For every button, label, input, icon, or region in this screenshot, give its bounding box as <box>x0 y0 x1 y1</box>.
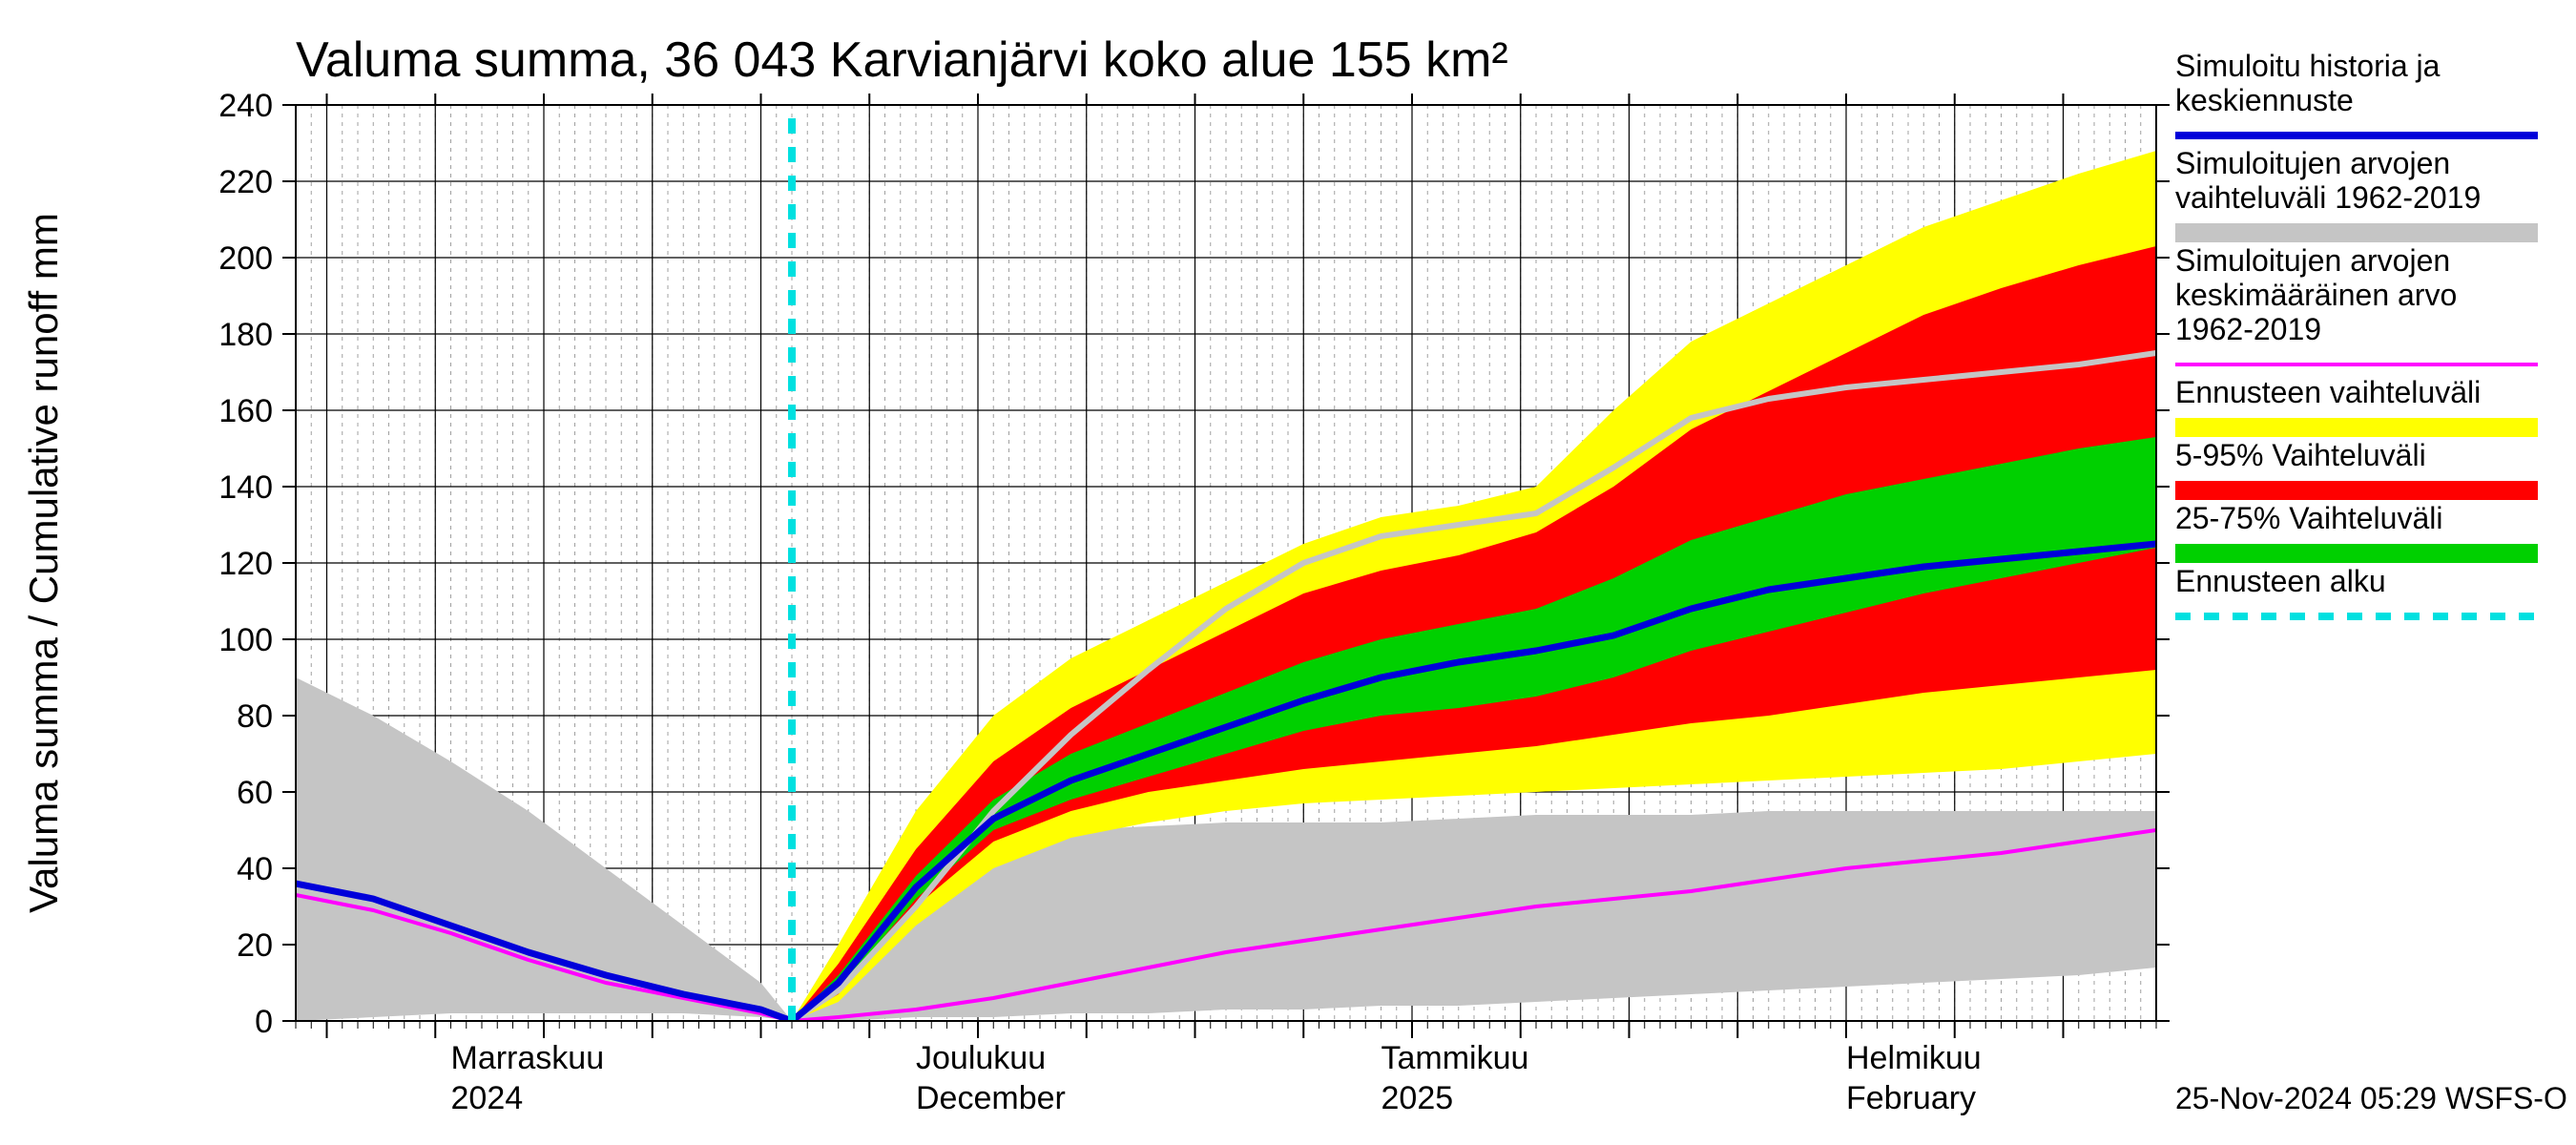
svg-text:20: 20 <box>237 927 273 964</box>
svg-text:Tammikuu: Tammikuu <box>1381 1040 1529 1076</box>
svg-text:keskiennuste: keskiennuste <box>2175 83 2354 117</box>
svg-text:160: 160 <box>218 393 273 429</box>
svg-text:180: 180 <box>218 317 273 353</box>
svg-text:80: 80 <box>237 698 273 735</box>
svg-text:2025: 2025 <box>1381 1080 1454 1116</box>
svg-text:Helmikuu: Helmikuu <box>1846 1040 1982 1076</box>
svg-text:Ennusteen vaihteluväli: Ennusteen vaihteluväli <box>2175 375 2481 409</box>
svg-text:December: December <box>916 1080 1066 1116</box>
svg-text:February: February <box>1846 1080 1976 1116</box>
svg-text:40: 40 <box>237 851 273 887</box>
svg-text:25-75% Vaihteluväli: 25-75% Vaihteluväli <box>2175 501 2442 535</box>
svg-text:240: 240 <box>218 88 273 124</box>
svg-text:Valuma summa / Cumulative runo: Valuma summa / Cumulative runoff mm <box>21 213 66 913</box>
svg-text:Simuloitu historia ja: Simuloitu historia ja <box>2175 49 2441 83</box>
svg-text:200: 200 <box>218 240 273 277</box>
svg-text:Ennusteen alku: Ennusteen alku <box>2175 564 2386 598</box>
svg-text:1962-2019: 1962-2019 <box>2175 312 2321 346</box>
svg-text:0: 0 <box>255 1004 273 1040</box>
svg-text:keskimääräinen arvo: keskimääräinen arvo <box>2175 278 2457 312</box>
svg-text:25-Nov-2024 05:29 WSFS-O: 25-Nov-2024 05:29 WSFS-O <box>2175 1081 2567 1115</box>
svg-text:2024: 2024 <box>451 1080 524 1116</box>
svg-text:Valuma summa, 36 043 Karvianjä: Valuma summa, 36 043 Karvianjärvi koko a… <box>296 32 1508 88</box>
svg-text:220: 220 <box>218 164 273 200</box>
chart-svg: 0 20 40 60 80 100 120 140 160 180 200 220 240 Marrask… <box>0 0 2576 1145</box>
svg-text:120: 120 <box>218 546 273 582</box>
svg-text:Joulukuu: Joulukuu <box>916 1040 1046 1076</box>
svg-text:100: 100 <box>218 622 273 658</box>
svg-text:Simuloitujen arvojen: Simuloitujen arvojen <box>2175 243 2450 278</box>
svg-text:5-95% Vaihteluväli: 5-95% Vaihteluväli <box>2175 438 2426 472</box>
svg-text:Marraskuu: Marraskuu <box>451 1040 605 1076</box>
svg-text:60: 60 <box>237 775 273 811</box>
svg-text:vaihteluväli 1962-2019: vaihteluväli 1962-2019 <box>2175 180 2481 215</box>
svg-text:Simuloitujen arvojen: Simuloitujen arvojen <box>2175 146 2450 180</box>
svg-text:140: 140 <box>218 469 273 506</box>
chart-container: 0 20 40 60 80 100 120 140 160 180 200 220 240 Marrask… <box>0 0 2576 1145</box>
